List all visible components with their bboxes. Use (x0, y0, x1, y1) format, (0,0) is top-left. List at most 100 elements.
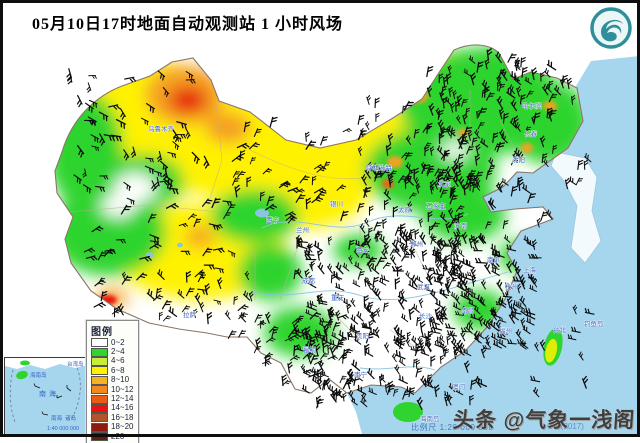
wind-barb (97, 251, 107, 261)
wind-barb (484, 58, 490, 70)
wind-barb (159, 160, 169, 172)
wind-barb (193, 218, 202, 228)
wind-barb (480, 137, 489, 148)
legend-item: 6~8 (91, 366, 133, 376)
city-label: 兰州 (296, 225, 309, 234)
ocean (347, 56, 640, 434)
legend-item: 18~20 (91, 422, 133, 432)
wind-barb (213, 299, 221, 306)
wind-barb (413, 358, 418, 368)
wind-barb (519, 295, 527, 307)
wind-barb (176, 134, 186, 139)
wind-barb (418, 218, 424, 228)
wind-barb (433, 246, 442, 255)
wind-barb (285, 214, 296, 221)
wind-barb (429, 146, 435, 156)
taiwan-island (543, 328, 563, 366)
city-label: 长沙 (419, 311, 433, 320)
wind-barb (512, 276, 524, 282)
wind-barb (254, 314, 263, 323)
wind-barb (281, 374, 287, 387)
wind-barb (414, 177, 419, 187)
wind-barb (456, 94, 463, 107)
wind-barb (440, 189, 448, 198)
wind-barb (335, 282, 345, 291)
wind-barb (461, 98, 468, 107)
wind-barb (571, 326, 581, 333)
wind-barb (356, 311, 364, 322)
wind-barb (98, 111, 109, 122)
wind-barb (405, 135, 412, 146)
wind-barb (436, 313, 444, 325)
wind-barb (482, 319, 490, 330)
wind-barb (311, 175, 317, 186)
wind-barb (408, 387, 415, 398)
wind-barb (146, 103, 156, 114)
wind-barb (458, 248, 465, 258)
wind-barb (383, 243, 389, 255)
wind-barb (185, 128, 191, 139)
wind-barb (369, 327, 379, 337)
wind-barb (364, 217, 370, 227)
wind-barb (526, 90, 534, 98)
wind-barb (269, 116, 278, 128)
wind-barb (547, 80, 554, 90)
legend-label: 4~6 (111, 356, 125, 366)
wind-barb (185, 270, 192, 283)
wind-barb (460, 290, 470, 301)
wind-barb (368, 205, 374, 216)
wind-barb (429, 179, 435, 191)
wind-barb (511, 310, 519, 321)
wind-barb (172, 141, 180, 151)
wind-barb (414, 229, 420, 240)
wind-barb (392, 206, 399, 218)
wind-barb (401, 243, 410, 255)
wind-barb (446, 335, 451, 345)
wind-barb (470, 312, 481, 321)
wind-barb (367, 260, 373, 273)
wind-barb (262, 360, 272, 365)
wind-barb (305, 309, 313, 317)
wind-barb (314, 343, 321, 356)
wind-barb (485, 221, 492, 229)
wind-barb (194, 292, 201, 305)
wind-barb (121, 271, 127, 281)
wind-barb (85, 102, 94, 113)
wind-barb (444, 281, 451, 294)
wind-barb (412, 303, 420, 313)
wind-barb (451, 246, 459, 257)
legend-title: 图例 (91, 327, 113, 338)
wind-barb (159, 180, 171, 186)
wind-barb (391, 265, 404, 272)
wind-barb (497, 298, 507, 308)
wind-barb (363, 186, 372, 198)
wind-barb (323, 328, 328, 338)
wind-barb (501, 178, 509, 186)
wind-barb (162, 87, 170, 98)
wind-barb (405, 270, 412, 280)
wind-barb (319, 372, 325, 382)
wind-barb (185, 287, 195, 297)
wind-barb (348, 389, 355, 400)
city-label: 呼和浩特 (366, 163, 393, 172)
city-label: 杭州 (505, 282, 518, 291)
wind-barb (575, 177, 584, 186)
wind-barb (161, 299, 172, 310)
wind-barb (364, 347, 374, 357)
wind-barb (534, 342, 539, 352)
wind-barb (85, 255, 98, 261)
wind-barb (467, 130, 473, 141)
wind-barb (488, 157, 495, 168)
wind-barb (421, 163, 430, 174)
wind-barb (486, 92, 495, 101)
wind-barb (459, 342, 466, 353)
meteorology-logo-icon (590, 7, 632, 49)
wind-barb (337, 388, 343, 399)
wind-barb (584, 153, 592, 163)
wind-barb (126, 197, 135, 205)
wind-barb (444, 394, 450, 407)
wind-barb (564, 177, 571, 190)
wind-barb (505, 282, 514, 289)
wind-barb (357, 146, 363, 156)
wind-barb (154, 176, 160, 189)
